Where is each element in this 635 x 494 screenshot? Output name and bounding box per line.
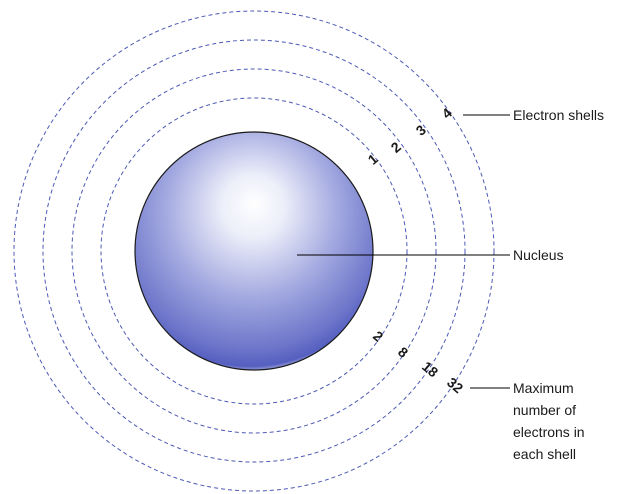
shell-number-4: 4: [439, 104, 455, 121]
electron-shell-4: [13, 10, 495, 492]
shell-number-1: 1: [365, 150, 381, 167]
electron-shell-3: [42, 39, 466, 463]
max-electrons-label-line-4: each shell: [513, 446, 576, 462]
nucleus-sphere: [134, 131, 374, 371]
shell-capacity-2: 8: [395, 344, 411, 361]
shell-capacity-1: 2: [370, 328, 386, 345]
max-electrons-label-line-3: electrons in: [513, 424, 585, 440]
max-electrons-label-line-1: Maximum: [513, 380, 574, 396]
electron-shells-label: Electron shells: [513, 107, 604, 123]
electron-shell-1: [100, 97, 408, 405]
shell-capacity-4: 32: [444, 374, 466, 396]
shell-number-2: 2: [388, 138, 404, 155]
max-electrons-label-line-2: number of: [513, 402, 576, 418]
shell-number-3: 3: [413, 121, 429, 138]
nucleus-label: Nucleus: [513, 247, 564, 263]
electron-shell-2: [71, 68, 437, 434]
shell-capacity-3: 18: [419, 358, 441, 380]
